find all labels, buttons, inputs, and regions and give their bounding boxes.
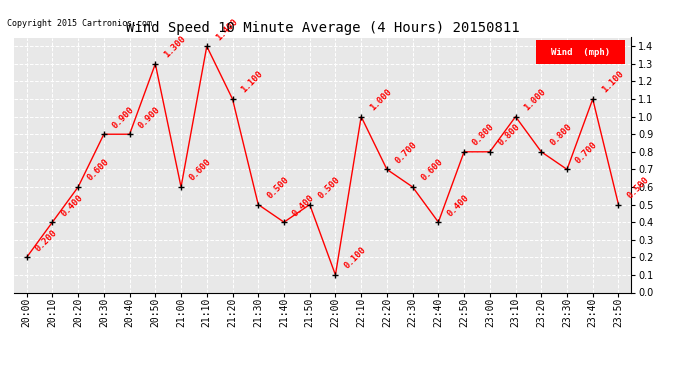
Text: 0.500: 0.500 — [265, 175, 290, 200]
Text: 1.100: 1.100 — [239, 69, 265, 95]
Text: 0.400: 0.400 — [291, 193, 316, 218]
Text: 0.400: 0.400 — [59, 193, 85, 218]
Text: 0.600: 0.600 — [188, 158, 213, 183]
Text: 1.300: 1.300 — [162, 34, 188, 60]
Text: 0.500: 0.500 — [317, 175, 342, 200]
Text: 0.800: 0.800 — [549, 122, 573, 148]
Text: 0.100: 0.100 — [342, 245, 368, 271]
Text: 0.600: 0.600 — [85, 158, 110, 183]
Text: 1.000: 1.000 — [522, 87, 548, 112]
Text: 1.400: 1.400 — [214, 17, 239, 42]
Text: 0.800: 0.800 — [471, 122, 496, 148]
Text: 0.900: 0.900 — [111, 105, 136, 130]
Text: 1.100: 1.100 — [600, 69, 625, 95]
Text: 0.900: 0.900 — [137, 105, 162, 130]
Text: 0.600: 0.600 — [420, 158, 445, 183]
Text: 0.800: 0.800 — [497, 122, 522, 148]
Text: 0.200: 0.200 — [34, 228, 59, 253]
Title: Wind Speed 10 Minute Average (4 Hours) 20150811: Wind Speed 10 Minute Average (4 Hours) 2… — [126, 21, 520, 35]
Text: 1.000: 1.000 — [368, 87, 393, 112]
Text: Copyright 2015 Cartronics.com: Copyright 2015 Cartronics.com — [7, 19, 152, 28]
Text: 0.500: 0.500 — [625, 175, 651, 200]
Text: 0.700: 0.700 — [394, 140, 420, 165]
Text: 0.700: 0.700 — [574, 140, 600, 165]
Text: 0.400: 0.400 — [445, 193, 471, 218]
